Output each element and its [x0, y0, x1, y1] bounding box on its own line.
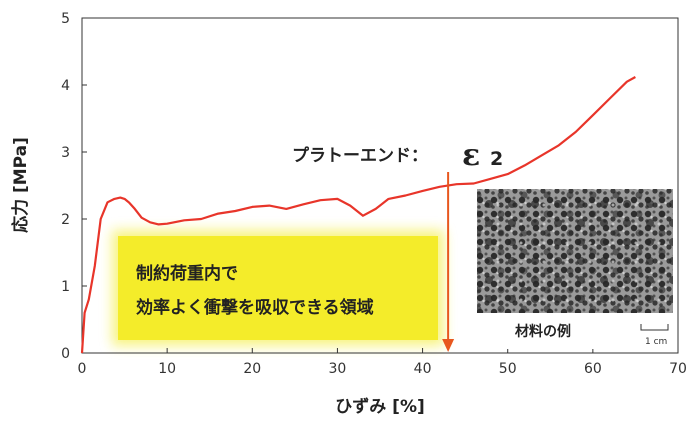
y-tick-label: 4 — [61, 78, 70, 94]
epsilon-subscript: 2 — [490, 148, 503, 170]
x-tick-label: 40 — [414, 361, 432, 377]
x-axis-title: ひずみ [%] — [335, 397, 425, 417]
y-axis: 0 1 2 3 4 5 — [61, 11, 87, 362]
y-tick-label: 0 — [61, 346, 70, 362]
plot-frame — [81, 17, 679, 354]
x-tick-label: 10 — [158, 361, 176, 377]
material-inset: 材料の例 1 cm — [477, 189, 673, 349]
y-tick-label: 5 — [61, 11, 70, 27]
plateau-end-arrow — [442, 172, 455, 352]
scale-bar-label: 1 cm — [645, 337, 667, 347]
x-tick-label: 50 — [499, 361, 517, 377]
x-tick-label: 0 — [78, 361, 87, 377]
epsilon-symbol: ε — [462, 138, 480, 173]
highlight-box-line2: 効率よく衝撃を吸収できる領域 — [136, 297, 374, 318]
x-tick-label: 60 — [584, 361, 602, 377]
scale-bar — [640, 324, 669, 331]
x-tick-label: 30 — [329, 361, 347, 377]
y-tick-label: 1 — [61, 279, 70, 295]
highlight-box-line1: 制約荷重内で — [136, 263, 238, 284]
y-tick-label: 2 — [61, 212, 70, 228]
highlight-box: 制約荷重内で 効率よく衝撃を吸収できる領域 — [112, 230, 444, 346]
x-tick-label: 20 — [243, 361, 261, 377]
x-tick-label: 70 — [669, 361, 687, 377]
y-axis-title: 応力 [MPa] — [10, 137, 31, 233]
x-axis: 0 10 20 30 40 50 60 70 — [78, 348, 687, 377]
stress-strain-curve — [80, 76, 636, 354]
plateau-end-annotation: プラトーエンド： ε 2 — [292, 138, 503, 173]
y-tick-label: 3 — [61, 145, 70, 161]
plateau-end-label: プラトーエンド： — [292, 145, 428, 166]
inset-caption: 材料の例 — [515, 323, 571, 340]
